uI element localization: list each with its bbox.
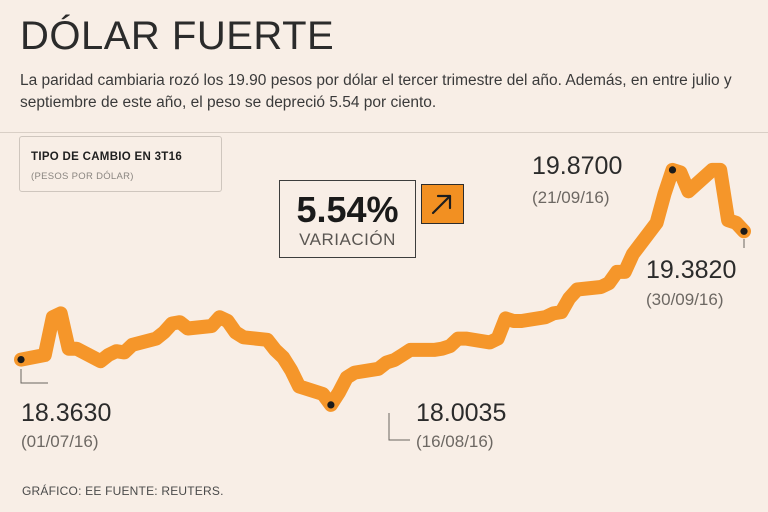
annotation-value: 19.8700 xyxy=(532,152,622,180)
annotation-value: 18.3630 xyxy=(21,399,111,427)
annotation-value: 19.3820 xyxy=(646,256,736,284)
arrow-up-right-icon xyxy=(421,184,464,224)
annotation-date: (30/09/16) xyxy=(646,290,724,309)
data-point-marker xyxy=(327,401,335,409)
annotation-leader xyxy=(20,369,48,384)
data-point-marker xyxy=(668,166,677,174)
legend-box: TIPO DE CAMBIO EN 3T16 (PESOS POR DÓLAR) xyxy=(19,136,222,192)
annotation-value: 18.0035 xyxy=(416,399,506,427)
data-point-marker xyxy=(740,227,748,235)
legend-unit: (PESOS POR DÓLAR) xyxy=(31,171,134,182)
page-title: DÓLAR FUERTE xyxy=(20,14,335,58)
annotation-leader xyxy=(388,413,410,441)
variation-box: 5.54% VARIACIÓN xyxy=(279,180,416,258)
legend-title: TIPO DE CAMBIO EN 3T16 xyxy=(31,151,183,163)
series-line xyxy=(14,162,751,412)
page-subtitle: La paridad cambiaria rozó los 19.90 peso… xyxy=(20,72,732,111)
variation-label: VARIACIÓN xyxy=(299,230,396,249)
footer-credits: GRÁFICO: EE FUENTE: REUTERS. xyxy=(22,484,224,498)
data-point-marker xyxy=(17,356,25,364)
annotation-date: (21/09/16) xyxy=(532,188,610,207)
annotation-date: (16/08/16) xyxy=(416,432,494,451)
annotation-date: (01/07/16) xyxy=(21,432,99,451)
variation-value: 5.54% xyxy=(296,189,399,230)
header-divider xyxy=(0,132,768,133)
